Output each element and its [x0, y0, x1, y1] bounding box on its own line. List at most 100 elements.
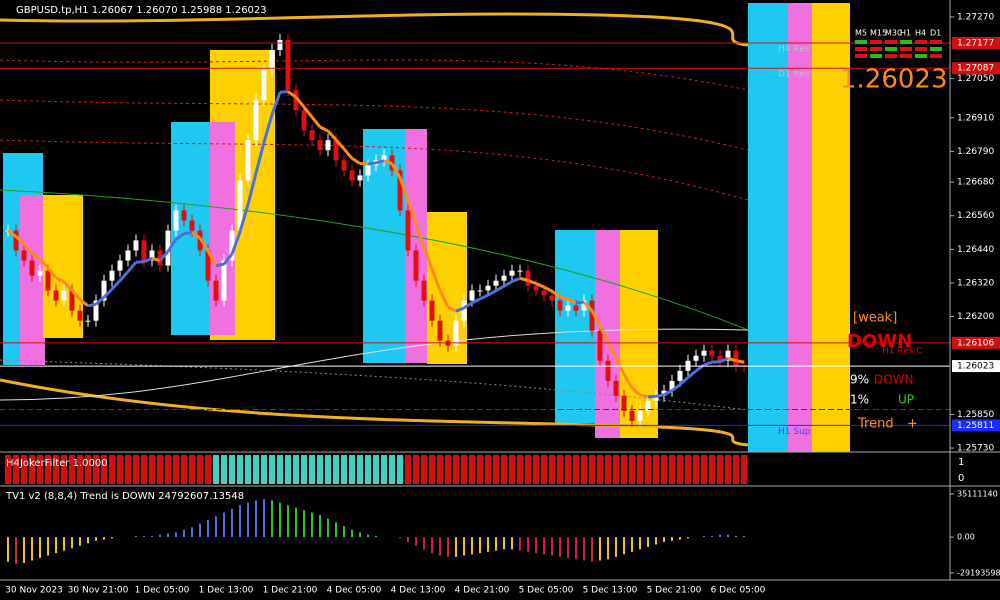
filter-bar	[229, 455, 235, 484]
tf-cell	[870, 40, 882, 44]
y-tick-label: 35111140	[957, 489, 998, 498]
y-tick-label: 1.26440	[957, 245, 994, 255]
trend-line	[79, 298, 89, 307]
filter-bar	[365, 455, 371, 484]
filter-bar	[309, 455, 315, 484]
candle	[333, 140, 339, 161]
timeframe: M15	[870, 29, 887, 38]
filter-bar	[597, 455, 603, 484]
filter-bar	[333, 455, 339, 484]
filter-bar	[637, 455, 643, 484]
candle	[525, 270, 531, 286]
candle	[629, 410, 635, 421]
filter-bar	[717, 455, 723, 484]
candle	[597, 330, 603, 361]
trend-line	[31, 252, 41, 260]
candle	[621, 395, 627, 411]
y-tick-label: 1.26910	[957, 113, 994, 123]
trend-line	[287, 90, 297, 99]
filter-bar	[621, 455, 627, 484]
trend-line	[606, 341, 618, 360]
filter-bar	[589, 455, 595, 484]
price-badge	[952, 360, 1000, 373]
timeframe: D1	[930, 29, 941, 38]
trend-line	[495, 284, 505, 293]
trend-line	[151, 256, 161, 262]
candle	[269, 50, 275, 71]
candle	[13, 230, 19, 251]
candle	[253, 100, 259, 141]
trend-line	[487, 289, 497, 297]
zone	[788, 3, 812, 452]
price-badge-label: 1.26023	[957, 362, 994, 372]
strength: [weak]	[853, 311, 897, 326]
candle	[317, 140, 323, 151]
filter-bar	[501, 455, 507, 484]
candle	[477, 290, 483, 292]
filter-bar	[517, 455, 523, 484]
trend-line	[703, 360, 713, 367]
tf-cell	[915, 54, 927, 58]
trend-line	[279, 90, 289, 94]
trend-line	[342, 147, 354, 160]
candle	[557, 300, 563, 311]
envelope	[0, 189, 749, 331]
candle	[21, 250, 27, 261]
filter-bar	[125, 455, 131, 484]
filter-bar	[541, 455, 547, 484]
filter-bar	[61, 455, 67, 484]
filter-bar	[301, 455, 307, 484]
tf-cell	[870, 54, 882, 58]
candle	[461, 300, 467, 321]
zone	[748, 3, 788, 452]
trend-line	[319, 125, 329, 133]
candle	[341, 160, 347, 171]
candle	[485, 285, 491, 291]
tf-cell	[915, 40, 927, 44]
candle	[717, 355, 723, 361]
candle	[645, 400, 651, 411]
candle	[173, 210, 179, 231]
filter-bar	[693, 455, 699, 484]
filter-bar	[29, 455, 35, 484]
note: H1 Res C	[882, 347, 923, 357]
filter-bar	[509, 455, 515, 484]
trend-line	[575, 300, 585, 305]
x-tick-label: 5 Dec 13:00	[583, 586, 638, 596]
trend-line	[270, 91, 282, 116]
filter-bar	[669, 455, 675, 484]
trend-line	[262, 114, 274, 143]
tf-cell	[855, 47, 867, 51]
tf-cell	[930, 47, 942, 51]
filter-bar	[493, 455, 499, 484]
candle	[469, 290, 475, 301]
trend-line	[310, 116, 322, 128]
candle	[549, 295, 555, 301]
candle	[637, 410, 643, 421]
filter-bar	[21, 455, 27, 484]
filter-bar	[157, 455, 163, 484]
x-tick-label: 5 Dec 05:00	[519, 586, 574, 596]
filter-bar	[453, 455, 459, 484]
filter-bar	[613, 455, 619, 484]
zone	[210, 122, 235, 335]
price-badge	[952, 62, 1000, 75]
candle	[541, 290, 547, 296]
tf-cell	[855, 40, 867, 44]
trend-line	[110, 279, 122, 291]
trend-line	[503, 280, 513, 288]
tf-cell	[885, 40, 897, 44]
trend-line	[7, 229, 17, 238]
dynamic: 1.27270 1.27050 1.26910 1.26790 1.26680 1.265…	[0, 12, 1000, 596]
filter-bar	[477, 455, 483, 484]
filter-bar	[101, 455, 107, 484]
candle	[141, 240, 147, 261]
candle	[53, 290, 59, 301]
filter-bar	[445, 455, 451, 484]
filter-bar	[485, 455, 491, 484]
filter-bar	[405, 455, 411, 484]
trend-line	[687, 369, 697, 379]
filter-bar	[381, 455, 387, 484]
filter-bar	[53, 455, 59, 484]
candle	[421, 280, 427, 301]
